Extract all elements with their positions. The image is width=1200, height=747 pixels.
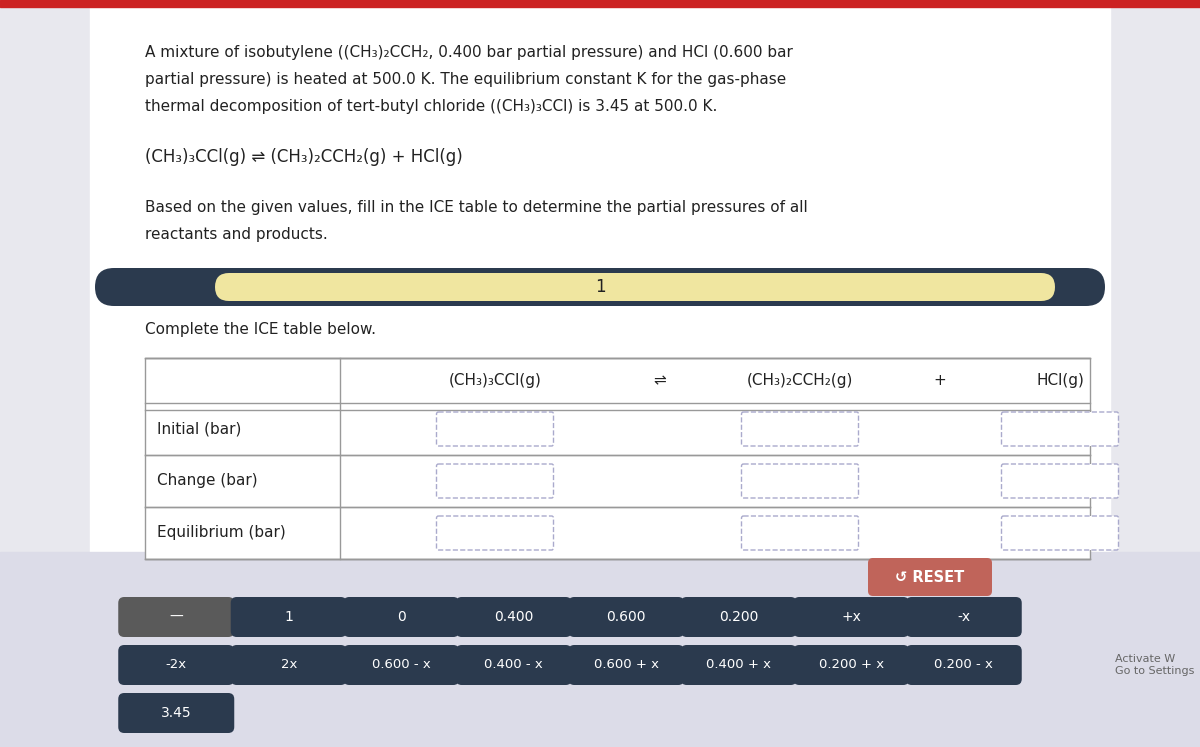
FancyBboxPatch shape [95, 268, 1105, 306]
Text: 0.200 + x: 0.200 + x [818, 659, 884, 672]
Text: Complete the ICE table below.: Complete the ICE table below. [145, 322, 376, 337]
Text: 0: 0 [397, 610, 406, 624]
Text: +x: +x [841, 610, 862, 624]
FancyBboxPatch shape [456, 597, 571, 637]
Text: Initial (bar): Initial (bar) [157, 421, 241, 436]
FancyBboxPatch shape [793, 645, 910, 685]
FancyBboxPatch shape [437, 412, 553, 446]
Bar [90, 7, 1110, 552]
Text: -2x: -2x [166, 659, 187, 672]
FancyBboxPatch shape [119, 597, 234, 637]
FancyBboxPatch shape [868, 558, 992, 596]
Text: reactants and products.: reactants and products. [145, 227, 328, 242]
FancyBboxPatch shape [230, 645, 347, 685]
Text: 0.200 - x: 0.200 - x [935, 659, 994, 672]
Text: thermal decomposition of tert-butyl chloride ((CH₃)₃CCl) is 3.45 at 500.0 K.: thermal decomposition of tert-butyl chlo… [145, 99, 718, 114]
FancyBboxPatch shape [119, 693, 234, 733]
FancyBboxPatch shape [1002, 412, 1118, 446]
FancyBboxPatch shape [742, 464, 858, 498]
Text: 0.400 + x: 0.400 + x [707, 659, 772, 672]
FancyBboxPatch shape [1002, 516, 1118, 550]
FancyBboxPatch shape [343, 645, 460, 685]
Text: 1: 1 [284, 610, 293, 624]
Text: Activate W
Go to Settings: Activate W Go to Settings [1115, 654, 1194, 676]
Text: 0.600 + x: 0.600 + x [594, 659, 659, 672]
Text: A mixture of isobutylene ((CH₃)₂CCH₂, 0.400 bar partial pressure) and HCl (0.600: A mixture of isobutylene ((CH₃)₂CCH₂, 0.… [145, 45, 793, 60]
FancyBboxPatch shape [569, 597, 684, 637]
Text: 1: 1 [595, 278, 605, 296]
Text: —: — [169, 610, 184, 624]
Text: (CH₃)₃CCl(g) ⇌ (CH₃)₂CCH₂(g) + HCl(g): (CH₃)₃CCl(g) ⇌ (CH₃)₂CCH₂(g) + HCl(g) [145, 148, 463, 166]
Text: Change (bar): Change (bar) [157, 474, 258, 489]
FancyBboxPatch shape [680, 645, 797, 685]
FancyBboxPatch shape [456, 645, 571, 685]
FancyBboxPatch shape [680, 597, 797, 637]
FancyBboxPatch shape [742, 516, 858, 550]
Text: (CH₃)₃CCl(g): (CH₃)₃CCl(g) [449, 373, 541, 388]
Text: 0.400 - x: 0.400 - x [485, 659, 544, 672]
Text: +: + [934, 373, 947, 388]
Text: ⇌: ⇌ [654, 373, 666, 388]
FancyBboxPatch shape [215, 273, 1055, 301]
FancyBboxPatch shape [906, 645, 1021, 685]
Text: ↺ RESET: ↺ RESET [895, 569, 965, 584]
Bar [0, 0, 1200, 7]
FancyBboxPatch shape [119, 645, 234, 685]
FancyBboxPatch shape [793, 597, 910, 637]
Text: 2x: 2x [281, 659, 296, 672]
FancyBboxPatch shape [569, 645, 684, 685]
Text: 0.200: 0.200 [719, 610, 758, 624]
Text: 3.45: 3.45 [161, 706, 192, 720]
Text: -x: -x [958, 610, 971, 624]
FancyBboxPatch shape [742, 412, 858, 446]
Text: Equilibrium (bar): Equilibrium (bar) [157, 525, 286, 541]
Bar [145, 358, 1090, 559]
Text: HCl(g): HCl(g) [1036, 373, 1084, 388]
FancyBboxPatch shape [437, 464, 553, 498]
Text: (CH₃)₂CCH₂(g): (CH₃)₂CCH₂(g) [746, 373, 853, 388]
Text: 0.400: 0.400 [494, 610, 534, 624]
Text: 0.600 - x: 0.600 - x [372, 659, 431, 672]
FancyBboxPatch shape [230, 597, 347, 637]
FancyBboxPatch shape [343, 597, 460, 637]
Text: Based on the given values, fill in the ICE table to determine the partial pressu: Based on the given values, fill in the I… [145, 200, 808, 215]
Text: partial pressure) is heated at 500.0 K. The equilibrium constant K for the gas-p: partial pressure) is heated at 500.0 K. … [145, 72, 786, 87]
FancyBboxPatch shape [906, 597, 1021, 637]
Bar [0, 552, 1200, 747]
FancyBboxPatch shape [1002, 464, 1118, 498]
Text: 0.600: 0.600 [606, 610, 646, 624]
FancyBboxPatch shape [437, 516, 553, 550]
